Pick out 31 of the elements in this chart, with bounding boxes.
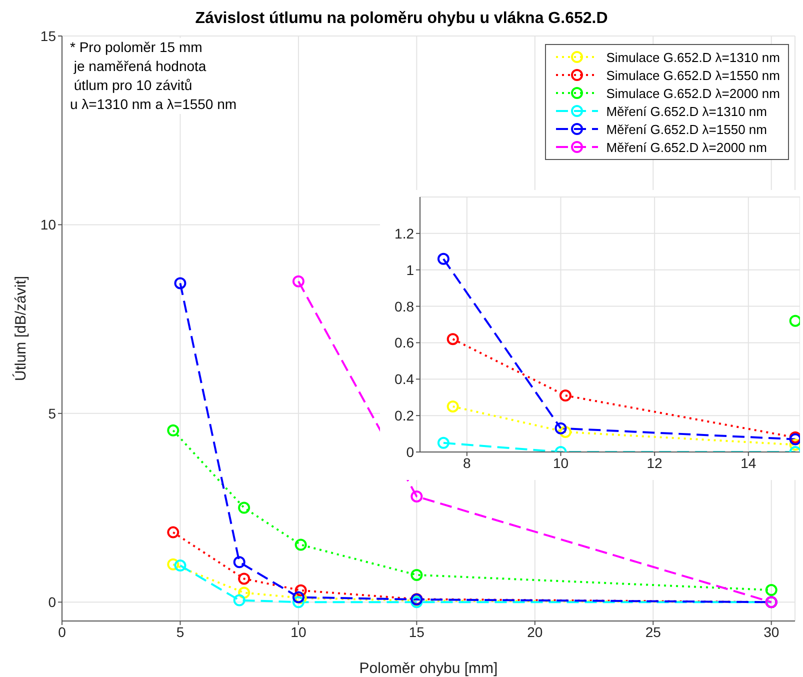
y-tick-label: 5	[48, 405, 56, 422]
y-tick-label: 10	[40, 216, 56, 233]
y-tick-label: 0.4	[394, 371, 414, 388]
legend-label: Simulace G.652.D λ=1550 nm	[606, 68, 780, 82]
x-tick-label: 14	[740, 454, 756, 471]
x-tick-label: 12	[646, 454, 663, 471]
annotation: * Pro poloměr 15 mm je naměřená hodnota útlum pro 10 závitů u λ=1310 nm a λ=1550 nm	[70, 38, 237, 114]
y-tick-label: 0.8	[394, 298, 414, 314]
legend-label: Simulace G.652.D λ=2000 nm	[606, 86, 780, 100]
y-tick-label: 0.2	[394, 408, 414, 424]
chart-title: Závislost útlumu na poloměru ohybu u vlákna G.652.D	[194, 10, 609, 28]
x-tick-label: 8	[463, 454, 472, 471]
legend-label: Měření G.652.D λ=2000 nm	[606, 140, 767, 154]
y-tick-label: 15	[40, 28, 56, 44]
x-tick-label: 25	[645, 624, 662, 640]
legend-label: Měření G.652.D λ=1310 nm	[606, 104, 767, 118]
y-tick-label: 0	[406, 444, 414, 460]
x-tick-label: 10	[552, 454, 569, 471]
x-tick-label: 10	[290, 624, 306, 640]
legend-label: Simulace G.652.D λ=1310 nm	[606, 50, 780, 64]
legend-label: Měření G.652.D λ=1550 nm	[606, 122, 767, 136]
y-axis-title: Útlum [dB/závit]	[11, 276, 30, 382]
y-tick-label: 1	[406, 262, 414, 278]
x-tick-label: 5	[176, 624, 184, 640]
y-tick-label: 0.6	[394, 334, 414, 351]
x-axis-title: Poloměr ohybu [mm]	[359, 660, 498, 677]
x-tick-label: 30	[764, 624, 780, 640]
x-tick-label: 0	[58, 624, 66, 640]
y-tick-label: 0	[48, 594, 56, 610]
y-tick-label: 1.2	[394, 225, 414, 242]
x-tick-label: 20	[527, 624, 543, 640]
